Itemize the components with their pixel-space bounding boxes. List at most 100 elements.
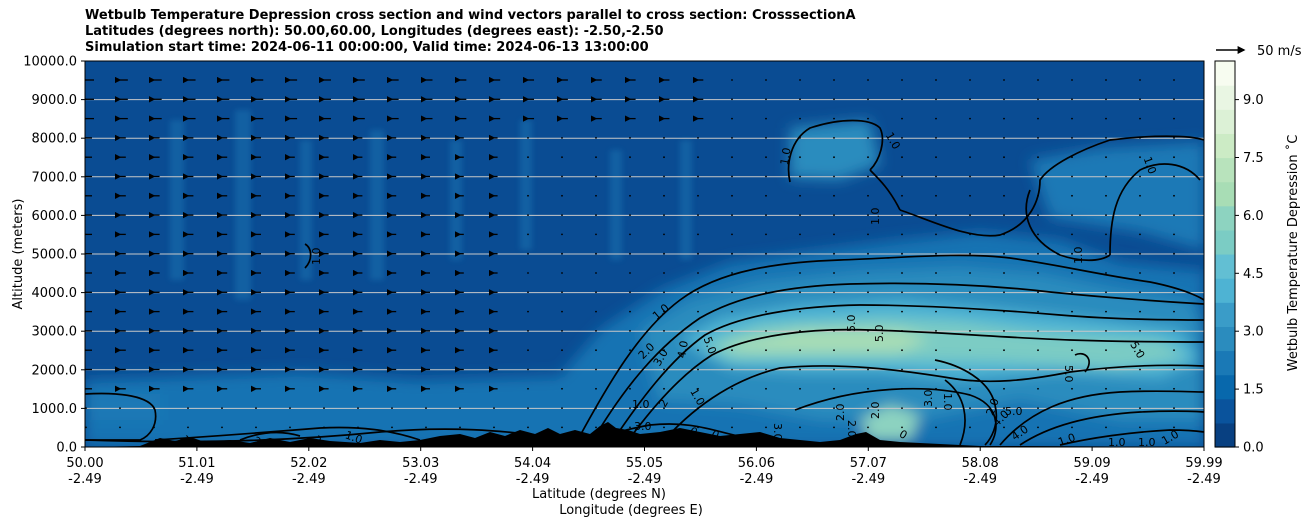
x-axis-label-latitude: Latitude (degrees N) xyxy=(532,487,666,502)
colorbar-label: Wetbulb Temperature Depression ˚C xyxy=(1285,135,1301,372)
wind-vector-dot xyxy=(901,156,903,159)
wind-vector-dot xyxy=(629,330,631,332)
y-tick-label: 5000.0 xyxy=(32,248,78,263)
wind-vector-dot xyxy=(255,426,257,429)
wind-vector-dot xyxy=(1173,98,1175,101)
y-tick-label: 4000.0 xyxy=(32,286,78,301)
wind-vector-dot xyxy=(901,137,903,139)
wind-vectors xyxy=(85,76,1175,429)
wind-vector-dot xyxy=(697,310,699,313)
svg-text:1.0: 1.0 xyxy=(1138,436,1156,449)
wind-vector-dot xyxy=(561,330,563,332)
wind-vector-dot xyxy=(561,272,563,274)
wind-vector-dot xyxy=(833,349,835,352)
wind-vector-dot xyxy=(1071,117,1073,120)
wind-vector-dot xyxy=(765,156,767,159)
wind-vector-dot xyxy=(867,156,869,159)
wind-vector-dot xyxy=(935,368,937,371)
svg-text:1.0: 1.0 xyxy=(310,248,323,266)
wind-vector-dot xyxy=(799,368,801,371)
wind-vector-dot xyxy=(391,407,393,409)
wind-vector-dot xyxy=(731,407,733,409)
wind-vector-dot xyxy=(799,310,801,313)
wind-vector-dot xyxy=(527,387,529,390)
wind-vector-dot xyxy=(595,387,597,390)
wind-vector-dot xyxy=(527,291,529,294)
wind-vector-dot xyxy=(595,252,597,255)
colorbar-tick-label: 6.0 xyxy=(1243,209,1264,224)
svg-text:1.0: 1.0 xyxy=(1108,436,1126,449)
wind-vector-dot xyxy=(1139,330,1141,332)
wind-vector-dot xyxy=(425,426,427,429)
x-tick-label-lon: -2.49 xyxy=(68,472,102,487)
wind-vector-dot xyxy=(799,272,801,274)
wind-vector-dot xyxy=(527,426,529,429)
wind-vector-dot xyxy=(901,368,903,371)
wind-vector-dot xyxy=(765,194,767,197)
wind-vector-dot xyxy=(969,310,971,313)
x-tick-label-lat: 56.06 xyxy=(738,456,775,471)
wind-vector-dot xyxy=(697,233,699,236)
wind-vector-dot xyxy=(901,98,903,101)
wind-vector-dot xyxy=(867,79,869,81)
wind-vector-dot xyxy=(969,214,971,217)
wind-vector-dot xyxy=(561,368,563,371)
wind-vector-dot xyxy=(629,407,631,409)
wind-key-label: 50 m/s xyxy=(1257,44,1302,59)
wind-vector-dot xyxy=(1105,252,1107,255)
wind-vector-dot xyxy=(527,156,529,159)
wind-vector-dot xyxy=(1173,175,1175,178)
wind-vector-dot xyxy=(1003,291,1005,294)
wind-vector-dot xyxy=(663,214,665,217)
wind-vector-dot xyxy=(867,368,869,371)
wind-vector-dot xyxy=(527,310,529,313)
wind-vector-dot xyxy=(1173,349,1175,352)
wind-vector-dot xyxy=(1037,291,1039,294)
colorbar-swatch xyxy=(1215,326,1235,352)
wind-vector-dot xyxy=(357,407,359,409)
wind-vector-dot xyxy=(731,117,733,120)
wind-vector-dot xyxy=(1105,368,1107,371)
wind-vector-dot xyxy=(663,272,665,274)
colorbar-swatch xyxy=(1215,157,1235,183)
svg-text:3.0: 3.0 xyxy=(634,420,652,433)
wind-vector-dot xyxy=(697,349,699,352)
wind-vector-dot xyxy=(697,194,699,197)
wind-vector-dot xyxy=(799,175,801,178)
colorbar-swatch xyxy=(1215,302,1235,327)
x-tick-label-lon: -2.49 xyxy=(516,472,550,487)
wind-vector-dot xyxy=(799,252,801,255)
wind-vector-dot xyxy=(833,252,835,255)
wind-vector-dot xyxy=(765,349,767,352)
wind-vector-dot xyxy=(1071,98,1073,101)
wind-vector-dot xyxy=(731,156,733,159)
wind-vector-dot xyxy=(663,426,665,429)
wind-vector-dot xyxy=(697,175,699,178)
wind-vector-dot xyxy=(527,407,529,409)
x-tick-label-lon: -2.49 xyxy=(740,472,774,487)
svg-text:1.0: 1.0 xyxy=(1056,431,1077,449)
wind-vector-dot xyxy=(1003,233,1005,236)
wind-vector-dot xyxy=(697,272,699,274)
wind-vector-dot xyxy=(561,233,563,236)
wind-vector-dot xyxy=(663,407,665,409)
wind-vector-dot xyxy=(969,194,971,197)
wind-vector-dot xyxy=(867,194,869,197)
wind-vector-dot xyxy=(935,252,937,255)
wind-vector-dot xyxy=(731,137,733,139)
wind-vector-dot xyxy=(1139,214,1141,217)
wind-vector-dot xyxy=(1139,252,1141,255)
wind-vector-dot xyxy=(1071,252,1073,255)
wind-vector-dot xyxy=(765,79,767,81)
wind-vector-dot xyxy=(697,291,699,294)
wind-vector-dot xyxy=(1173,214,1175,217)
wind-vector-dot xyxy=(595,368,597,371)
wind-vector-dot xyxy=(1173,156,1175,159)
wind-vector-dot xyxy=(901,79,903,81)
wind-vector-dot xyxy=(1037,194,1039,197)
wind-vector-dot xyxy=(629,310,631,313)
svg-text:4.0: 4.0 xyxy=(675,340,691,359)
y-tick-label: 7000.0 xyxy=(32,170,78,185)
wind-vector-dot xyxy=(901,407,903,409)
wind-vector-dot xyxy=(765,407,767,409)
